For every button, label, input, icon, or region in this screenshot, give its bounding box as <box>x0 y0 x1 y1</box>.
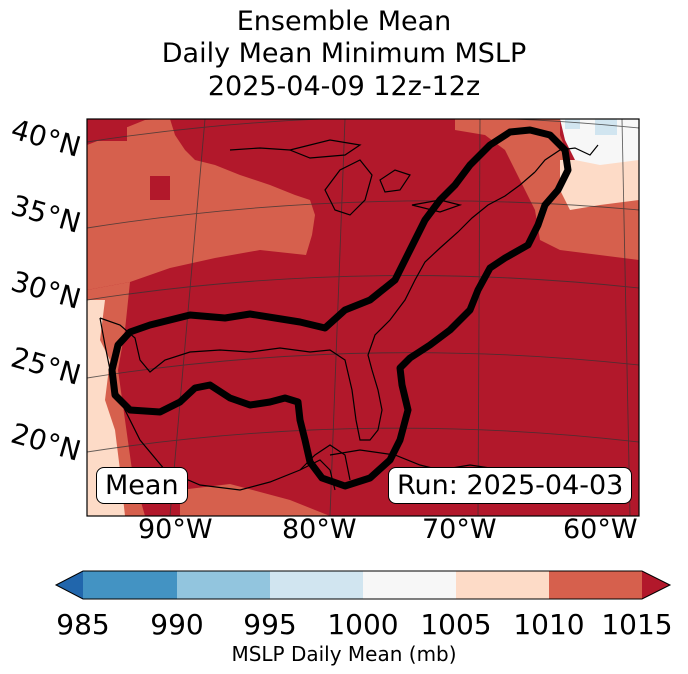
colorbar-tick-1005: 1005 <box>420 608 492 641</box>
colorbar-seg-995-1000 <box>270 571 363 599</box>
colorbar-seg-985-990 <box>83 571 177 599</box>
colorbar <box>54 570 672 600</box>
field-1005-1010-south <box>180 484 330 516</box>
colorbar-extend-high <box>642 571 670 599</box>
colorbar-tick-990: 990 <box>150 608 204 641</box>
lon-label-80: 80°W <box>282 514 357 545</box>
field-1005-1010-northeast <box>455 119 639 260</box>
map-frame <box>86 118 640 517</box>
field-990-995-patch <box>595 119 617 135</box>
colorbar-label: MSLP Daily Mean (mb) <box>231 642 457 666</box>
colorbar-extend-low <box>56 571 83 599</box>
lon-label-60: 60°W <box>563 514 638 545</box>
lat-line-25 <box>87 352 639 379</box>
field-patch-1 <box>150 176 170 200</box>
title-line-2: Daily Mean Minimum MSLP <box>161 38 527 69</box>
field-995-1000-northeast <box>560 119 639 165</box>
lat-line-35 <box>87 200 639 229</box>
coastlines <box>99 139 599 491</box>
colorbar-tick-985: 985 <box>56 608 110 641</box>
colorbar-seg-1000-1005 <box>363 571 456 599</box>
mean-contour <box>108 126 572 490</box>
border-us-canada <box>229 147 291 151</box>
field-1005-1010-northwest <box>87 119 315 290</box>
colorbar-tick-995: 995 <box>243 608 297 641</box>
field-patch-2 <box>87 119 127 141</box>
lat-line-30 <box>87 275 639 301</box>
run-date-box: Run: 2025-04-03 <box>388 467 633 504</box>
lat-line-40 <box>87 119 639 143</box>
lon-line-60 <box>621 119 631 516</box>
colorbar-tick-1010: 1010 <box>513 608 585 641</box>
title-line-1: Ensemble Mean <box>236 6 452 37</box>
colorbar-tick-1015: 1015 <box>601 608 673 641</box>
mean-label-box: Mean <box>96 467 188 504</box>
colorbar-outline <box>54 570 672 600</box>
coast-great-lakes-1 <box>324 159 373 216</box>
colorbar-seg-990-995 <box>177 571 270 599</box>
title-line-3: 2025-04-09 12z-12z <box>207 71 481 102</box>
field-1000-1005-northeast <box>560 150 639 210</box>
coast-great-lakes-4 <box>288 139 362 159</box>
colorbar-tick-1000: 1000 <box>327 608 399 641</box>
lon-line-70 <box>477 119 481 516</box>
lat-line-20 <box>87 427 639 453</box>
colorbar-seg-1005-1010 <box>456 571 549 599</box>
mslp-field <box>87 119 639 516</box>
lon-label-70: 70°W <box>422 514 497 545</box>
colorbar-seg-1010-1015 <box>549 571 642 599</box>
coast-great-lakes-2 <box>379 169 411 193</box>
lon-label-90: 90°W <box>138 514 213 545</box>
coast-gulf <box>99 171 536 441</box>
field-1000-1005-southwest <box>87 300 125 516</box>
field-990-995-patch-2 <box>565 119 580 129</box>
